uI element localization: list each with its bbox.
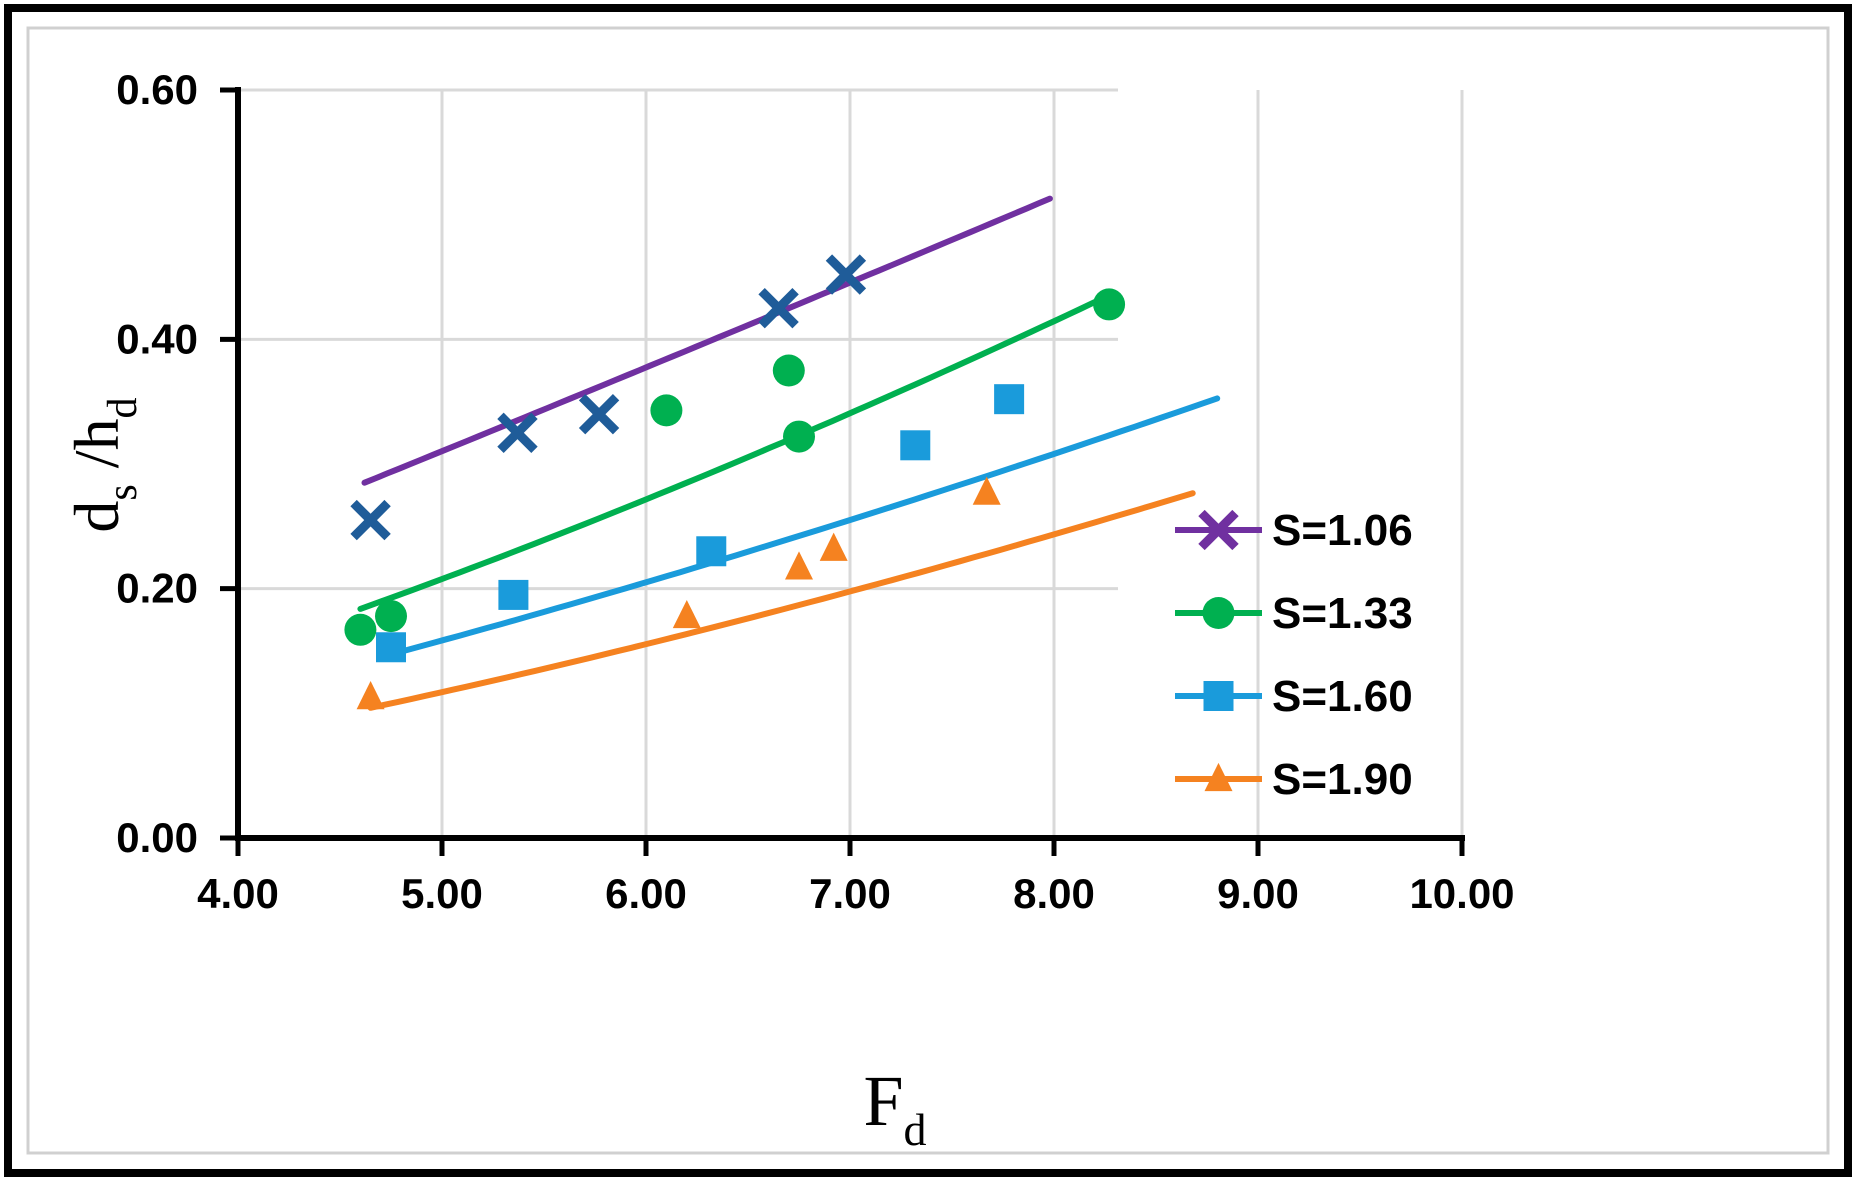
grid-lines: [238, 88, 1464, 838]
x-tick-label: 6.00: [605, 870, 687, 917]
legend-item-S=1.33: S=1.33: [1175, 589, 1413, 638]
data-point-circle: [375, 600, 407, 633]
data-point-circle: [650, 394, 683, 427]
data-point-square: [376, 632, 406, 663]
x-axis-title-main: F: [863, 1061, 903, 1141]
trend-line: [367, 490, 1196, 711]
series-group: [344, 195, 1221, 711]
data-point-square: [900, 430, 931, 461]
data-point-square: [1203, 681, 1234, 711]
legend-item-S=1.06: S=1.06: [1175, 506, 1413, 555]
data-point-triangle: [1204, 762, 1233, 792]
legend-label: S=1.06: [1272, 506, 1413, 555]
series-S=1.06: [350, 195, 1053, 541]
trend-line: [357, 294, 1108, 612]
y-axis-title-h: /h: [61, 418, 132, 484]
data-point-x: [497, 412, 538, 454]
data-point-x: [758, 287, 799, 329]
x-axis-title: Fd: [863, 1061, 926, 1155]
data-point-x: [1198, 509, 1239, 551]
data-point-circle: [1093, 288, 1126, 321]
data-point-circle: [1202, 597, 1235, 629]
y-axis-title-d: d: [61, 501, 132, 533]
legend-label: S=1.90: [1272, 755, 1413, 804]
inner-frame: [26, 26, 1830, 1155]
data-point-triangle: [972, 476, 1001, 505]
data-point-x: [578, 393, 620, 435]
series-S=1.90: [356, 476, 1196, 711]
data-point-x: [350, 499, 391, 541]
data-point-triangle: [819, 532, 848, 561]
data-point-square: [994, 384, 1025, 415]
x-tick-label: 8.00: [1013, 870, 1095, 917]
y-axis-title-sub-d: d: [100, 397, 146, 418]
y-tick-label: 0.60: [116, 66, 198, 113]
data-point-square: [498, 579, 529, 610]
legend-label: S=1.60: [1272, 672, 1413, 721]
legend: S=1.06 S=1.33 S=1.60 S=1.90: [1175, 506, 1413, 804]
y-tick-label: 0.40: [116, 315, 198, 362]
data-point-triangle: [356, 681, 385, 710]
legend-item-S=1.60: S=1.60: [1175, 672, 1413, 721]
x-tick-label: 10.00: [1409, 870, 1514, 917]
data-point-x: [825, 254, 867, 295]
trend-line: [361, 195, 1053, 486]
x-tick-label: 5.00: [401, 870, 483, 917]
series-S=1.33: [344, 288, 1126, 646]
trend-line: [388, 395, 1221, 658]
y-tick-label: 0.00: [116, 814, 198, 861]
y-axis-title: ds /hd: [61, 397, 146, 532]
x-tick-label: 9.00: [1217, 870, 1299, 917]
tick-labels: 4.00 5.00 6.00 7.00 8.00 9.00 10.00 0.00 0.20 0.4…: [116, 66, 1514, 917]
x-tick-label: 4.00: [197, 870, 279, 917]
legend-label: S=1.33: [1272, 589, 1413, 638]
data-point-circle: [783, 420, 815, 453]
y-axis-title-sub-s: s: [100, 484, 146, 500]
legend-item-S=1.90: S=1.90: [1175, 755, 1413, 804]
data-point-triangle: [785, 551, 813, 580]
x-axis-title-sub: d: [904, 1104, 927, 1155]
data-point-circle: [344, 613, 377, 646]
data-point-circle: [772, 354, 805, 387]
x-tick-label: 7.00: [809, 870, 891, 917]
series-S=1.60: [376, 384, 1221, 663]
y-tick-label: 0.20: [116, 565, 198, 612]
data-point-triangle: [672, 599, 701, 629]
data-point-square: [696, 536, 727, 567]
